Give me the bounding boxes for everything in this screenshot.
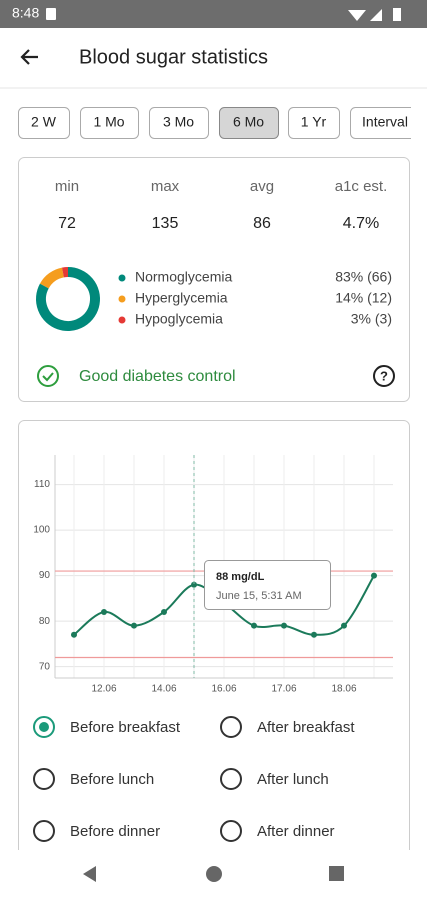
- nav-recents[interactable]: [329, 866, 344, 881]
- y-tick-label: 110: [34, 479, 50, 490]
- radio-button[interactable]: [33, 716, 55, 738]
- app-title: Blood sugar statistics: [79, 46, 268, 68]
- radio-button[interactable]: [220, 768, 242, 790]
- x-tick-label: 14.06: [151, 684, 176, 695]
- radio-button[interactable]: [33, 768, 55, 790]
- y-tick-label: 90: [39, 570, 51, 581]
- x-tick-label: 12.06: [91, 684, 116, 695]
- stat-value: 4.7%: [343, 215, 379, 232]
- stat-value: 72: [58, 215, 76, 232]
- status-icons: [348, 9, 382, 21]
- radio-label: After lunch: [257, 771, 329, 788]
- legend-dot: [118, 274, 126, 282]
- legend-dot: [118, 316, 126, 324]
- help-button[interactable]: ?: [373, 365, 395, 387]
- range-label: 3 Mo: [163, 114, 194, 130]
- tooltip-value: 88 mg/dL: [216, 571, 265, 583]
- legend-value: 83% (66): [335, 269, 392, 285]
- point: [281, 622, 287, 629]
- tooltip-time: June 15, 5:31 AM: [216, 590, 302, 602]
- svg-text:?: ?: [380, 368, 388, 383]
- stat-value: 135: [152, 215, 179, 232]
- chart-card: [18, 420, 410, 861]
- range-button[interactable]: [18, 107, 70, 139]
- control-status: Good diabetes control: [79, 368, 236, 385]
- donut-segment: [39, 267, 65, 289]
- range-label: Interval: [362, 114, 408, 130]
- stat-label: min: [55, 178, 79, 195]
- range-button[interactable]: [288, 107, 340, 139]
- legend-label: Hyperglycemia: [135, 290, 228, 306]
- x-tick-label: 16.06: [211, 684, 236, 695]
- x-tick-label: 17.06: [271, 684, 296, 695]
- radio-button[interactable]: [220, 716, 242, 738]
- range-label: 6 Mo: [233, 114, 264, 130]
- check-icon: [37, 365, 59, 387]
- range-button[interactable]: [80, 107, 139, 139]
- point: [101, 609, 107, 616]
- y-tick-label: 70: [39, 661, 51, 672]
- nav-home[interactable]: [206, 866, 222, 882]
- donut-segment: [36, 267, 100, 331]
- legend-label: Normoglycemia: [135, 269, 232, 285]
- point: [311, 631, 317, 638]
- range-button[interactable]: [219, 107, 279, 139]
- nav-back[interactable]: [83, 866, 96, 882]
- legend-label: Hypoglycemia: [135, 311, 223, 327]
- point: [371, 572, 377, 579]
- radio-label: Before lunch: [70, 771, 154, 788]
- point: [251, 622, 257, 629]
- tooltip: [204, 560, 331, 610]
- radio-label: After dinner: [257, 823, 335, 840]
- status-time: 8:48: [12, 5, 39, 21]
- legend-dot: [118, 295, 126, 303]
- stat-label: max: [151, 178, 180, 195]
- radio-button[interactable]: [220, 820, 242, 842]
- x-tick-label: 18.06: [331, 684, 356, 695]
- stat-label: avg: [250, 178, 274, 195]
- range-button[interactable]: [149, 107, 209, 139]
- legend-value: 3% (3): [351, 311, 392, 327]
- y-tick-label: 100: [33, 525, 50, 536]
- clip-edge: [411, 100, 427, 145]
- point: [161, 609, 167, 616]
- point: [191, 581, 197, 588]
- radio-button[interactable]: [33, 820, 55, 842]
- y-tick-label: 80: [39, 616, 51, 627]
- radio-label: After breakfast: [257, 719, 355, 736]
- summary-card: [18, 157, 410, 402]
- status-bar: [0, 0, 427, 28]
- radio-dot: [39, 722, 49, 732]
- range-label: 2 W: [31, 114, 57, 130]
- legend-value: 14% (12): [335, 290, 392, 306]
- battery-icon: [393, 8, 401, 21]
- stat-label: a1c est.: [335, 178, 388, 195]
- range-label: 1 Mo: [93, 114, 124, 130]
- point: [341, 622, 347, 629]
- stat-value: 86: [253, 215, 271, 232]
- status-icon: [46, 8, 56, 20]
- point: [71, 631, 77, 638]
- back-button[interactable]: [20, 49, 38, 65]
- radio-label: Before dinner: [70, 823, 160, 840]
- range-label: 1 Yr: [301, 114, 327, 130]
- point: [131, 622, 137, 629]
- radio-label: Before breakfast: [70, 719, 181, 736]
